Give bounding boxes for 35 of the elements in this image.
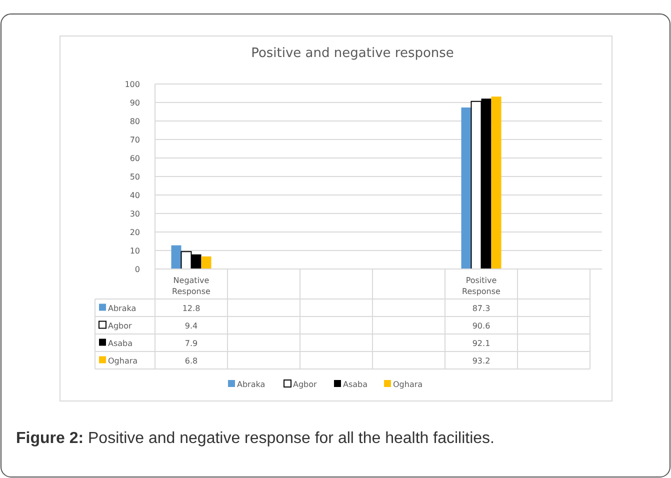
y-tick-label: 100 <box>124 80 140 89</box>
y-tick-label: 40 <box>130 191 140 200</box>
text: Oghara <box>393 380 423 389</box>
data-label: 12.8 <box>182 304 200 313</box>
data-label: 93.2 <box>472 356 490 366</box>
text: Abraka <box>237 380 266 389</box>
x-tick-label: Negative Response <box>172 276 211 296</box>
y-tick-label: 90 <box>130 98 140 108</box>
data-label: 92.1 <box>472 338 490 348</box>
bar <box>491 96 502 269</box>
y-tick-label: 30 <box>130 210 140 218</box>
data-label: 87.3 <box>472 304 490 313</box>
bar <box>461 107 472 269</box>
caption: Figure 2: Positive and negative response for all the health facilities. <box>16 429 496 449</box>
y-tick-label: 60 <box>130 154 140 163</box>
legend-label: Abraka <box>108 304 136 313</box>
text: Asaba <box>343 380 368 389</box>
y-tick-label: 10 <box>130 246 140 256</box>
y-tick-label: 50 <box>130 172 140 182</box>
chart-title: Positive and negative response <box>251 46 454 61</box>
data-label: 7.9 <box>184 338 198 348</box>
x-tick-label: Positive Response <box>462 276 501 296</box>
y-tick-label: 20 <box>130 228 140 237</box>
data-label: 90.6 <box>472 321 490 330</box>
data-label: 9.4 <box>184 321 198 330</box>
data-label: 6.8 <box>184 356 198 366</box>
legend-label: Oghara <box>108 356 138 366</box>
y-tick-label: 70 <box>130 136 140 144</box>
y-tick-label: 80 <box>130 117 140 126</box>
text: Agbor <box>293 380 317 389</box>
bar <box>171 245 182 269</box>
y-tick-label: 0 <box>134 265 140 274</box>
legend-label: Asaba <box>108 338 133 348</box>
legend-label: Agbor <box>108 321 133 330</box>
bar <box>201 256 212 269</box>
